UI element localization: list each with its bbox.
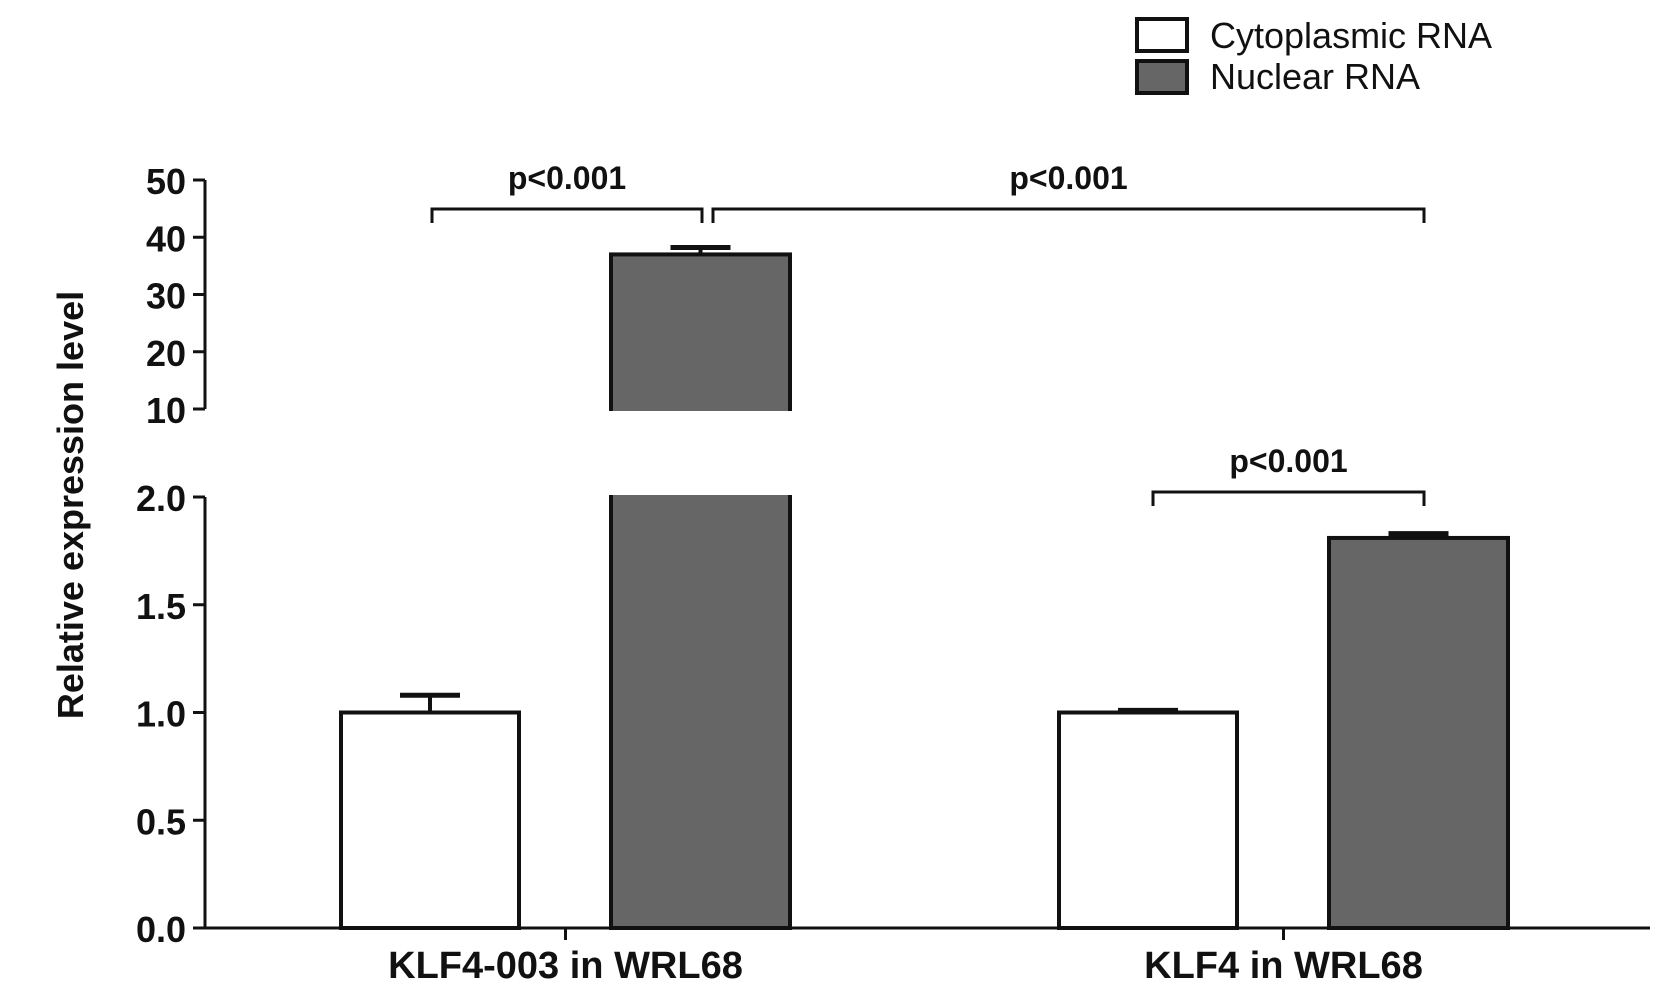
y-tick-label: 50 bbox=[146, 161, 186, 202]
y-tick-label: 0.5 bbox=[136, 801, 186, 842]
legend-label-nuclear: Nuclear RNA bbox=[1210, 56, 1420, 97]
legend-swatch-nuclear bbox=[1135, 59, 1189, 95]
p-value-label: p<0.001 bbox=[1009, 160, 1127, 196]
p-value-label: p<0.001 bbox=[1229, 443, 1347, 479]
significance-bracket bbox=[711, 207, 1426, 223]
y-axis-label: Relative expression level bbox=[50, 291, 91, 719]
legend-swatch-cytoplasmic bbox=[1135, 17, 1189, 53]
bar bbox=[1327, 535, 1510, 930]
bar bbox=[609, 252, 792, 411]
significance-bracket bbox=[430, 207, 704, 223]
x-tick-label: KLF4 in WRL68 bbox=[1144, 945, 1423, 987]
y-tick-label: 20 bbox=[146, 333, 186, 374]
x-axis-categories: KLF4-003 in WRL68 KLF4 in WRL68 bbox=[388, 928, 1423, 987]
y-tick-label: 1.5 bbox=[136, 586, 186, 627]
legend-label-cytoplasmic: Cytoplasmic RNA bbox=[1210, 15, 1492, 56]
y-tick-label: 30 bbox=[146, 276, 186, 317]
error-bars bbox=[400, 245, 1449, 713]
bar bbox=[339, 710, 521, 930]
p-value-label: p<0.001 bbox=[508, 160, 626, 196]
bar-break-mask bbox=[613, 495, 788, 499]
significance-bracket bbox=[1151, 490, 1426, 506]
bar-break-mask bbox=[613, 407, 788, 411]
y-tick-label: 40 bbox=[146, 218, 186, 259]
bar bbox=[609, 495, 792, 930]
y-tick-label: 1.0 bbox=[136, 694, 186, 735]
y-tick-label: 2.0 bbox=[136, 478, 186, 519]
bar bbox=[1057, 710, 1239, 930]
x-tick-label: KLF4-003 in WRL68 bbox=[388, 945, 743, 987]
bars bbox=[339, 252, 1510, 930]
y-tick-label: 0.0 bbox=[136, 909, 186, 950]
significance-annotations: p<0.001 p<0.001 p<0.001 bbox=[430, 160, 1426, 506]
legend: Cytoplasmic RNA Nuclear RNA bbox=[1135, 15, 1492, 97]
y-axis-ticks: 0.0 0.5 1.0 1.5 2.0 10 20 30 40 50 bbox=[136, 161, 205, 950]
y-tick-label: 10 bbox=[146, 390, 186, 431]
